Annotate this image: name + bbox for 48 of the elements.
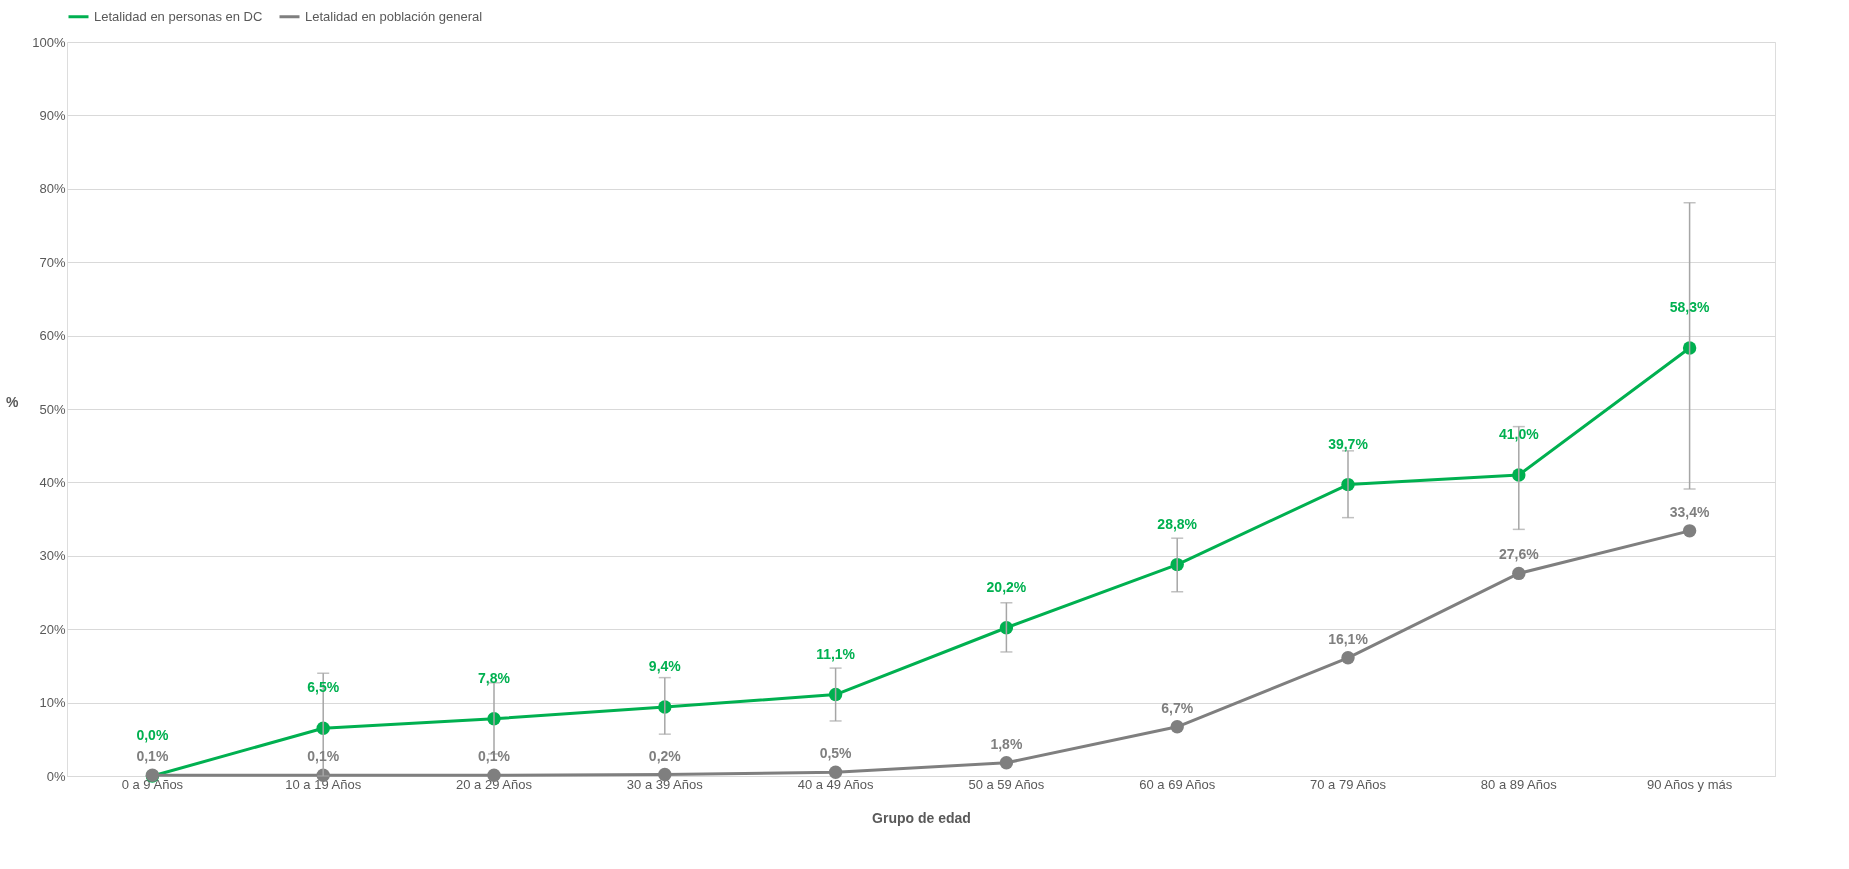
- y-tick-label: 60%: [39, 328, 66, 344]
- data-label: 0,1%: [136, 748, 169, 765]
- legend-label: Letalidad en población general: [305, 8, 483, 24]
- x-tick-label: 70 a 79 Años: [1310, 776, 1387, 792]
- data-label: 0,0%: [136, 727, 169, 743]
- y-tick-label: 10%: [39, 695, 66, 711]
- data-label: 1,8%: [990, 735, 1023, 752]
- x-tick-label: 40 a 49 Años: [797, 776, 875, 792]
- data-label: 27,6%: [1498, 546, 1540, 563]
- x-tick-label: 50 a 59 Años: [968, 776, 1045, 792]
- data-label: 0,1%: [478, 748, 511, 765]
- y-tick-label: 80%: [39, 181, 66, 197]
- point: [1512, 566, 1526, 581]
- x-tick-label: 0 a 9 Años: [121, 776, 184, 792]
- y-tick-label: 0%: [46, 768, 66, 784]
- data-label: 28,8%: [1157, 515, 1198, 532]
- y-tick-label: 40%: [39, 474, 66, 490]
- data-label: 6,7%: [1161, 699, 1194, 716]
- x-tick-label: 30 a 39 Años: [626, 776, 704, 792]
- point: [1341, 651, 1355, 665]
- legend-label: Letalidad en personas en DC: [94, 8, 263, 24]
- x-axis-title: Grupo de edad: [872, 809, 971, 826]
- y-tick-label: 20%: [39, 621, 66, 637]
- x-tick-label: 90 Años y más: [1646, 776, 1733, 792]
- data-label: 58,3%: [1669, 299, 1710, 316]
- data-label: 16,1%: [1328, 630, 1369, 647]
- data-label: 0,2%: [648, 747, 682, 764]
- data-label: 6,5%: [307, 679, 340, 696]
- data-label: 7,8%: [478, 669, 511, 686]
- y-tick-label: 70%: [39, 254, 66, 270]
- data-label: 9,4%: [648, 658, 682, 674]
- y-axis-title: %: [6, 393, 20, 410]
- y-tick-label: 50%: [39, 401, 66, 417]
- data-label: 33,4%: [1669, 503, 1710, 520]
- point: [1682, 524, 1697, 538]
- y-tick-label: 100%: [32, 34, 66, 50]
- data-label: 20,2%: [986, 578, 1027, 595]
- data-label: 39,7%: [1328, 435, 1369, 452]
- point: [1170, 720, 1184, 734]
- data-label: 11,1%: [816, 645, 856, 662]
- point: [828, 765, 843, 780]
- y-tick-label: 30%: [39, 548, 66, 564]
- data-label: 41,0%: [1498, 426, 1540, 443]
- point: [999, 756, 1014, 770]
- x-tick-label: 60 a 69 Años: [1139, 776, 1216, 792]
- x-tick-label: 80 a 89 Años: [1480, 776, 1558, 792]
- y-tick-label: 90%: [39, 107, 66, 123]
- data-label: 0,5%: [819, 745, 853, 762]
